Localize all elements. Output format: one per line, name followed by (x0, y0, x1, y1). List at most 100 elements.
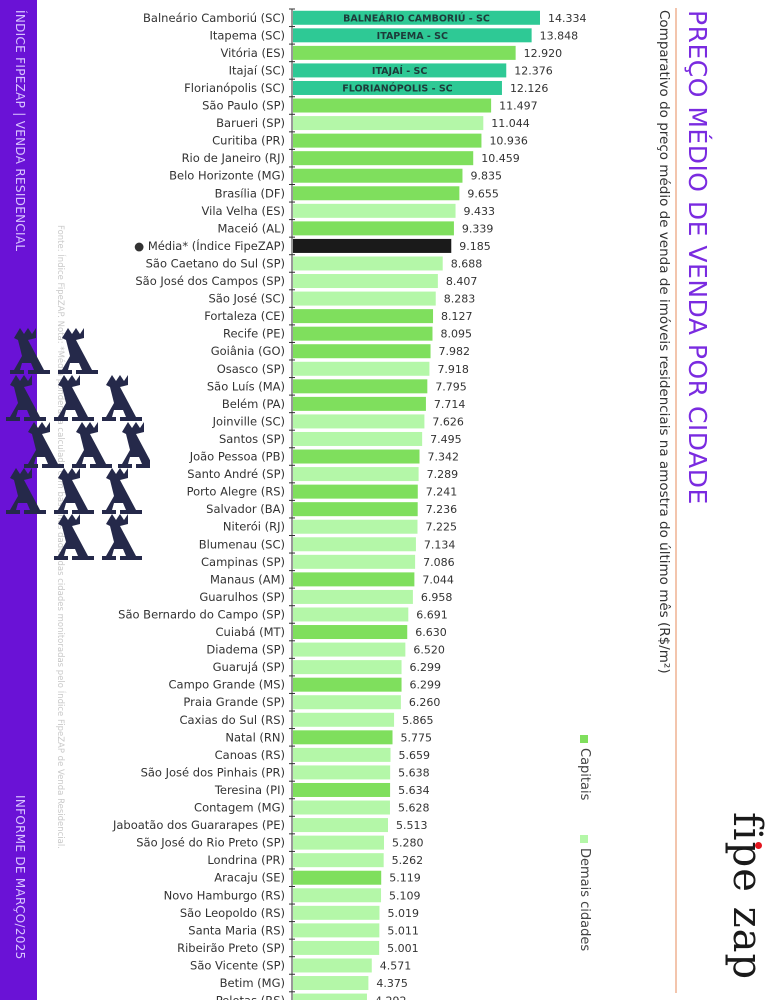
category-label: Brasília (DF) (215, 186, 285, 200)
legend-swatch-capitais (580, 735, 589, 743)
bar (293, 853, 384, 868)
bar (293, 414, 425, 429)
category-label: São Vicente (SP) (190, 958, 285, 972)
legend-swatch-demais (580, 835, 589, 843)
value-label: 7.714 (434, 398, 466, 411)
bar (293, 625, 408, 640)
value-label: 9.835 (470, 170, 502, 183)
value-label: 5.634 (398, 784, 430, 797)
category-label: Rio de Janeiro (RJ) (182, 151, 285, 165)
value-label: 7.626 (432, 415, 464, 428)
bar (293, 309, 434, 324)
bar (293, 379, 428, 394)
value-label: 7.342 (428, 451, 460, 464)
value-label: 6.630 (415, 626, 447, 639)
value-label: 4.571 (380, 959, 412, 972)
category-label: Goiânia (GO) (211, 344, 285, 358)
value-label: 5.865 (402, 714, 434, 727)
category-label: Belém (PA) (222, 397, 285, 411)
bar (293, 905, 380, 920)
bar (293, 291, 436, 306)
value-label: 13.848 (540, 29, 579, 42)
category-label: Vitória (ES) (220, 46, 285, 60)
bar (293, 467, 419, 482)
category-label: Joinville (SC) (212, 414, 285, 428)
category-label: Porto Alegre (RS) (187, 485, 285, 499)
category-label: São Leopoldo (RS) (180, 906, 285, 920)
value-label: 8.095 (440, 328, 472, 341)
category-label: São Caetano do Sul (SP) (146, 256, 285, 270)
bar (293, 203, 456, 218)
bar (293, 660, 402, 675)
category-label: Niterói (RJ) (223, 520, 285, 534)
category-label: Recife (PE) (223, 327, 285, 341)
value-label: 12.376 (514, 64, 553, 77)
value-label: 5.019 (387, 907, 419, 920)
category-label: São José dos Pinhais (PR) (141, 765, 285, 779)
category-label: ● Média* (Índice FipeZAP) (134, 238, 285, 253)
value-label: 6.299 (410, 679, 442, 692)
bar-chart: Balneário Camboriú (SC) 14.334 BALNEÁRIO C… (112, 8, 587, 1000)
bar (293, 344, 431, 359)
bar-inner-label: BALNEÁRIO CAMBORIÚ - SC (343, 12, 490, 24)
bar (293, 782, 391, 797)
bar (293, 63, 507, 78)
category-label: Itapema (SC) (209, 28, 285, 42)
value-label: 7.795 (435, 380, 467, 393)
category-label: Betim (MG) (220, 976, 285, 990)
category-label: Itajaí (SC) (229, 63, 285, 77)
category-label: Cuiabá (MT) (216, 625, 285, 639)
value-label: 9.185 (459, 240, 491, 253)
value-label: 11.044 (491, 117, 529, 130)
bar (293, 449, 420, 464)
chart-subtitle: Comparativo do preço médio de venda de i… (656, 10, 672, 674)
bar (293, 976, 369, 991)
category-label: Santo André (SP) (187, 467, 285, 481)
value-label: 5.262 (392, 854, 424, 867)
value-label: 5.659 (399, 749, 431, 762)
category-label: São José (SC) (209, 292, 286, 306)
bar (293, 888, 382, 903)
bar (293, 45, 516, 60)
bar (293, 923, 380, 938)
value-label: 5.638 (398, 766, 430, 779)
category-label: Osasco (SP) (217, 362, 285, 376)
category-label: Manaus (AM) (210, 572, 285, 586)
category-label: João Pessoa (PB) (189, 450, 285, 464)
bar (293, 607, 409, 622)
category-label: Belo Horizonte (MG) (169, 169, 285, 183)
category-label: Fortaleza (CE) (204, 309, 285, 323)
bar (293, 28, 532, 43)
bar-inner-label: ITAPEMA - SC (377, 31, 448, 42)
category-label: Canoas (RS) (215, 748, 285, 762)
category-label: Blumenau (SC) (199, 537, 285, 551)
value-label: 9.655 (467, 187, 499, 200)
value-label: 7.918 (437, 363, 469, 376)
chart-title: PREÇO MÉDIO DE VENDA POR CIDADE (683, 10, 712, 505)
bar (293, 98, 492, 113)
value-label: 5.280 (392, 837, 424, 850)
value-label: 11.497 (499, 100, 538, 113)
category-label: Teresina (PI) (214, 783, 285, 797)
category-label: Maceió (AL) (217, 221, 285, 235)
category-label: Diadema (SP) (206, 643, 285, 657)
category-label: Pelotas (RS) (216, 994, 285, 1000)
bar (293, 730, 393, 745)
bar (293, 835, 384, 850)
bar (293, 993, 367, 1000)
bar (293, 677, 402, 692)
value-label: 7.044 (422, 573, 454, 586)
value-label: 5.513 (396, 819, 428, 832)
category-label: Campo Grande (MS) (169, 678, 285, 692)
bar (293, 537, 416, 552)
category-label: São José do Rio Preto (SP) (136, 836, 285, 850)
category-label: Santa Maria (RS) (188, 923, 285, 937)
bar-inner-label: FLORIANÓPOLIS - SC (342, 82, 452, 94)
bar (293, 116, 484, 131)
value-label: 7.086 (423, 556, 455, 569)
category-label: São José dos Campos (SP) (135, 274, 285, 288)
value-label: 7.982 (439, 345, 471, 358)
category-label: São Bernardo do Campo (SP) (118, 607, 285, 621)
bar (293, 519, 418, 534)
bar (293, 133, 482, 148)
